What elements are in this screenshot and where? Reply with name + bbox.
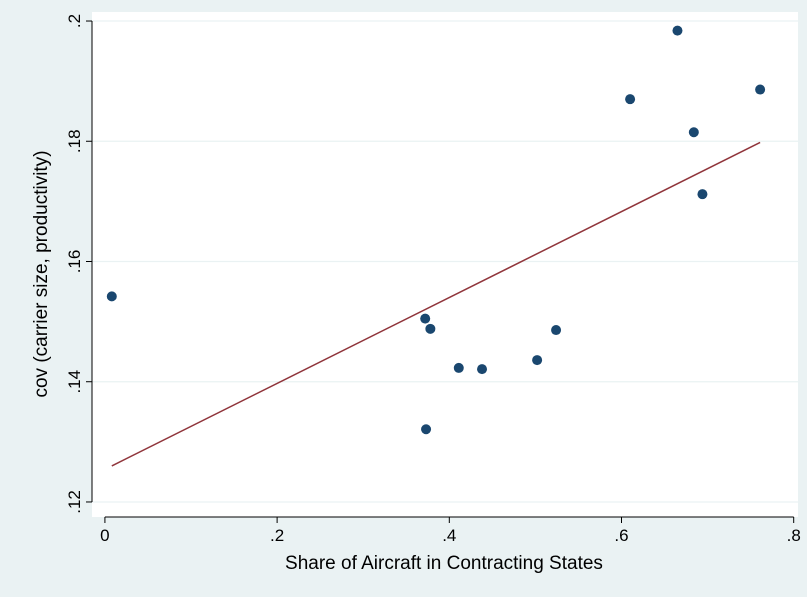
data-point bbox=[425, 323, 436, 334]
data-point bbox=[532, 355, 543, 366]
x-tick-label: 0 bbox=[100, 526, 109, 545]
data-points bbox=[106, 25, 766, 435]
plot-area bbox=[92, 12, 798, 517]
data-point bbox=[625, 94, 636, 105]
y-tick-label: .14 bbox=[65, 370, 84, 394]
x-tick-label: .4 bbox=[442, 526, 456, 545]
data-point bbox=[697, 189, 708, 200]
y-tick-label: .2 bbox=[65, 14, 84, 28]
fit-line bbox=[111, 141, 761, 467]
y-tick-label: .16 bbox=[65, 250, 84, 274]
grid-lines bbox=[92, 20, 798, 503]
data-point bbox=[420, 313, 431, 324]
x-tick-label: .6 bbox=[614, 526, 628, 545]
y-tick-label: .12 bbox=[65, 490, 84, 514]
data-point bbox=[672, 25, 683, 36]
data-point bbox=[551, 325, 562, 336]
data-point bbox=[421, 424, 432, 435]
x-tick-label: .2 bbox=[270, 526, 284, 545]
data-point bbox=[106, 291, 117, 302]
data-point bbox=[453, 362, 464, 373]
fit-line-layer bbox=[111, 141, 761, 467]
x-axis-label: Share of Aircraft in Contracting States bbox=[285, 553, 603, 574]
data-point bbox=[477, 364, 488, 375]
data-point bbox=[688, 127, 699, 138]
y-axis-label: cov (carrier size, productivity) bbox=[31, 150, 52, 397]
axes: .12 .14 .16 .18 .2 0 .2 .4 .6 .8 bbox=[65, 14, 801, 545]
x-tick-label: .8 bbox=[787, 526, 801, 545]
data-point bbox=[755, 84, 766, 95]
y-tick-label: .18 bbox=[65, 129, 84, 153]
